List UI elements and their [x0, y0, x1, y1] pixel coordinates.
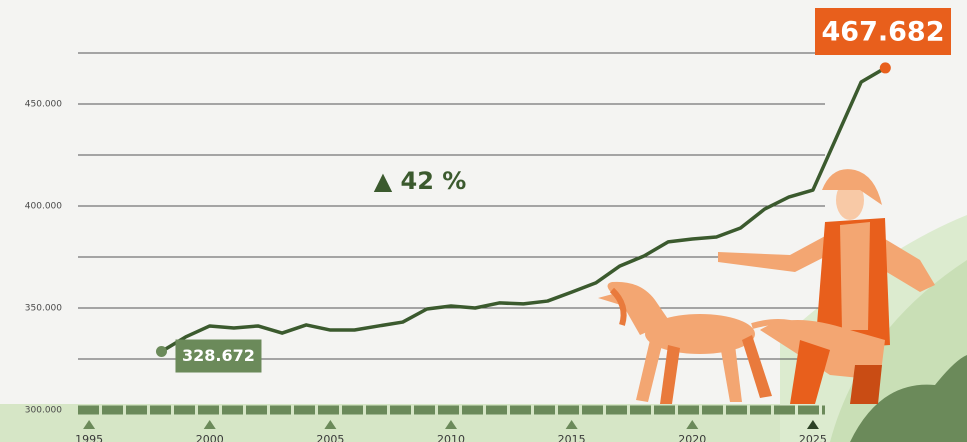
x-tick-label: 2005 — [316, 433, 344, 442]
x-tick-label: 2025 — [799, 433, 827, 442]
y-tick-label: 350.000 — [25, 304, 62, 314]
y-tick-label: 450.000 — [25, 100, 62, 110]
value-label-box — [175, 339, 262, 373]
end-point — [879, 62, 891, 74]
annotation: ▲ 42 % — [374, 167, 467, 195]
start-point — [155, 346, 167, 358]
line — [160, 66, 887, 354]
x-tick-label: 2000 — [196, 433, 224, 442]
tick-mark — [686, 420, 699, 429]
tick-mark — [445, 420, 458, 429]
x-tick-label: 2015 — [558, 433, 586, 442]
tick-mark — [203, 420, 216, 429]
y-tick-label: 300.000 — [25, 406, 62, 416]
x-tick-label: 2020 — [678, 433, 706, 442]
tick-mark — [565, 420, 578, 429]
tick-mark — [83, 420, 96, 429]
y-tick-label: 400.000 — [25, 202, 62, 212]
tick-mark — [324, 420, 337, 429]
value-label: 467.682 — [822, 17, 945, 48]
tick-mark — [806, 420, 819, 429]
x-tick-label: 1995 — [75, 433, 103, 442]
x-tick-label: 2010 — [437, 433, 465, 442]
illustration — [598, 169, 935, 404]
value-label: 328.672 — [182, 346, 255, 365]
value-label-box — [815, 8, 951, 55]
